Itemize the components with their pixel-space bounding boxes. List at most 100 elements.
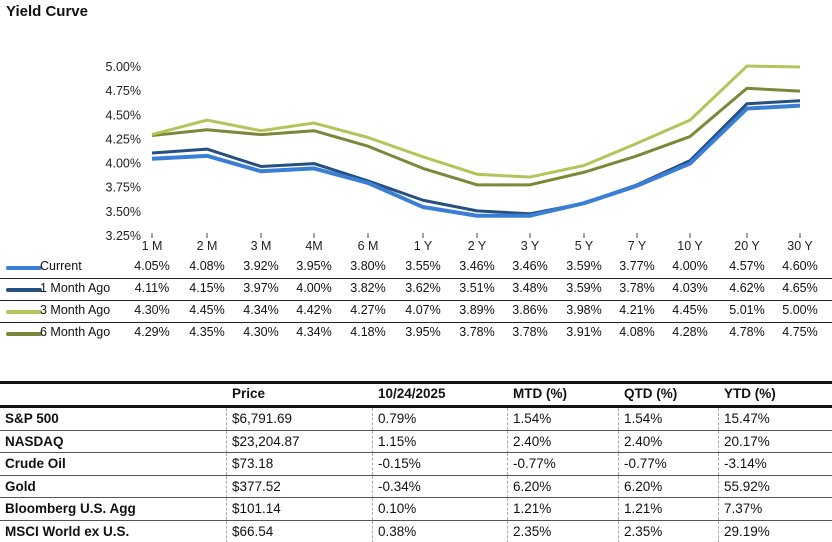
table-cell: 1.54% <box>513 411 552 426</box>
table-cell: 1.21% <box>624 501 663 516</box>
table-cell: -3.14% <box>724 456 767 471</box>
yield-value: 4.28% <box>672 325 708 339</box>
yield-value: 4.57% <box>729 259 765 273</box>
table-row: Bloomberg U.S. Agg $101.14 0.10% 1.21% 1.21%… <box>0 498 832 520</box>
divider <box>0 300 832 301</box>
yield-value: 4.07% <box>405 303 441 317</box>
table-cell: $101.14 <box>232 501 281 516</box>
divider <box>0 322 832 323</box>
column-divider <box>618 520 620 542</box>
yield-value: 4.27% <box>350 303 386 317</box>
table-cell: 0.79% <box>378 411 417 426</box>
column-header: Price <box>232 386 266 401</box>
x-tick-label: 20 Y <box>734 239 760 253</box>
column-divider <box>507 475 509 498</box>
yield-value: 4.03% <box>672 281 708 295</box>
yield-value: 4.35% <box>189 325 225 339</box>
x-tick-label: 4M <box>305 239 322 253</box>
y-tick-label: 5.00% <box>106 60 141 74</box>
x-tick-label: 3 M <box>251 239 272 253</box>
yield-value: 4.42% <box>296 303 332 317</box>
x-tick-label: 3 Y <box>521 239 540 253</box>
table-cell: Gold <box>5 478 36 494</box>
yield-value: 3.55% <box>405 259 441 273</box>
yield-value: 4.78% <box>729 325 765 339</box>
table-cell: 2.35% <box>513 523 552 539</box>
column-divider <box>372 498 374 520</box>
series-label: Current <box>40 259 82 273</box>
table-cell: -0.15% <box>378 456 421 471</box>
yield-value: 3.77% <box>619 259 655 273</box>
column-divider <box>372 475 374 498</box>
yield-value: 3.98% <box>566 303 602 317</box>
column-divider <box>226 475 228 498</box>
column-divider <box>507 408 509 430</box>
table-row: MSCI World ex U.S. $66.54 0.38% 2.35% 2.35% 2… <box>0 520 832 542</box>
y-tick-label: 3.75% <box>106 181 141 195</box>
yield-value: 3.82% <box>350 281 386 295</box>
table-cell: $23,204.87 <box>232 433 300 449</box>
yield-row: Current 4.05% 4.08% 3.92% 3.95% 3.80% 3.55% 3.4… <box>0 256 832 278</box>
yield-value: 4.05% <box>134 259 170 273</box>
yield-value: 4.08% <box>619 325 655 339</box>
column-header: QTD (%) <box>624 386 678 401</box>
yield-value: 4.75% <box>782 325 818 339</box>
yield-value: 4.08% <box>189 259 225 273</box>
table-cell: -0.77% <box>513 456 556 471</box>
table-row: S&P 500 $6,791.69 0.79% 1.54% 1.54% 15.47% <box>0 408 832 430</box>
column-divider <box>718 498 720 520</box>
yield-value: 4.60% <box>782 259 818 273</box>
column-divider <box>226 430 228 453</box>
x-tick-label: 5 Y <box>575 239 594 253</box>
table-cell: $377.52 <box>232 478 281 494</box>
table-cell: 0.10% <box>378 501 417 516</box>
table-cell: -0.34% <box>378 478 421 494</box>
table-cell: -0.77% <box>624 456 667 471</box>
legend-swatch <box>6 266 42 270</box>
column-divider <box>507 498 509 520</box>
divider <box>0 405 832 408</box>
yield-row: 1 Month Ago 4.11% 4.15% 3.97% 4.00% 3.82% 3.62… <box>0 278 832 300</box>
series-label: 3 Month Ago <box>40 303 111 317</box>
yield-value: 4.45% <box>189 303 225 317</box>
table-row: NASDAQ $23,204.87 1.15% 2.40% 2.40% 20.17% <box>0 430 832 453</box>
table-row: Crude Oil $73.18 -0.15% -0.77% -0.77% -3.14% <box>0 453 832 475</box>
y-tick-label: 4.25% <box>106 132 141 146</box>
column-divider <box>718 453 720 475</box>
yield-value: 3.46% <box>459 259 495 273</box>
y-tick-label: 4.00% <box>106 157 141 171</box>
divider <box>0 429 832 431</box>
yield-value: 5.00% <box>782 303 818 317</box>
column-divider <box>372 520 374 542</box>
yield-value: 3.92% <box>243 259 279 273</box>
yield-value: 4.00% <box>672 259 708 273</box>
x-tick-label: 2 M <box>197 239 218 253</box>
column-divider <box>226 453 228 475</box>
yield-value: 5.01% <box>729 303 765 317</box>
yield-value: 4.00% <box>296 281 332 295</box>
divider <box>0 519 832 521</box>
chart-title: Yield Curve <box>6 3 88 20</box>
column-header: MTD (%) <box>513 386 567 401</box>
x-tick-label: 7 Y <box>628 239 647 253</box>
x-tick-label: 30 Y <box>787 239 813 253</box>
column-divider <box>718 520 720 542</box>
yield-value: 3.59% <box>566 259 602 273</box>
table-cell: 6.20% <box>513 478 552 494</box>
table-cell: 1.15% <box>378 433 417 449</box>
table-cell: 2.35% <box>624 523 663 539</box>
divider <box>0 474 832 476</box>
yield-value: 4.45% <box>672 303 708 317</box>
table-cell: $73.18 <box>232 456 274 471</box>
yield-value: 4.30% <box>134 303 170 317</box>
table-cell: 29.19% <box>724 523 770 539</box>
yield-value: 3.89% <box>459 303 495 317</box>
table-cell: NASDAQ <box>5 433 64 449</box>
column-divider <box>718 430 720 453</box>
y-tick-label: 3.50% <box>106 205 141 219</box>
yield-value: 4.65% <box>782 281 818 295</box>
yield-value: 3.51% <box>459 281 495 295</box>
yield-value: 3.95% <box>405 325 441 339</box>
x-tick-label: 1 M <box>142 239 163 253</box>
legend-swatch <box>6 288 42 292</box>
